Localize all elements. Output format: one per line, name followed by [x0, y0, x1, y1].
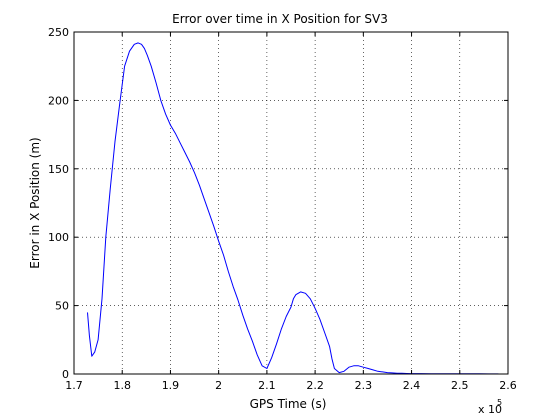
chart-title: Error over time in X Position for SV3: [172, 12, 388, 26]
x-tick-label: 1.8: [113, 379, 131, 392]
y-tick-label: 150: [48, 163, 69, 176]
x-tick-label: 1.7: [65, 379, 83, 392]
x-axis-exponent-label: x 10: [478, 403, 502, 416]
x-tick-label: 2: [215, 379, 222, 392]
x-tick-label: 2.6: [499, 379, 517, 392]
tick-labels: 1.7 1.8 1.9 2 2.1 2.2 2.3 2.4 2.5 2.6 0 50 100 150 200…: [48, 26, 517, 392]
x-tick-label: 2.1: [258, 379, 276, 392]
axis-ticks: [73, 31, 509, 375]
y-tick-label: 50: [55, 300, 69, 313]
y-tick-label: 200: [48, 94, 69, 107]
plot-area: [74, 32, 508, 374]
y-tick-label: 100: [48, 231, 69, 244]
x-tick-label: 2.5: [451, 379, 469, 392]
error-series-line: [87, 42, 499, 375]
y-tick-label: 0: [62, 368, 69, 381]
x-tick-label: 1.9: [162, 379, 180, 392]
x-axis-exponent-power: 5: [497, 398, 502, 407]
plot-frame: [73, 31, 509, 375]
y-axis-label: Error in X Position (m): [28, 137, 42, 268]
x-tick-label: 2.2: [306, 379, 324, 392]
x-axis-label: GPS Time (s): [250, 397, 327, 411]
x-tick-label: 2.4: [403, 379, 421, 392]
plot-lines: [87, 42, 499, 375]
x-tick-label: 2.3: [355, 379, 373, 392]
y-tick-label: 250: [48, 26, 69, 39]
